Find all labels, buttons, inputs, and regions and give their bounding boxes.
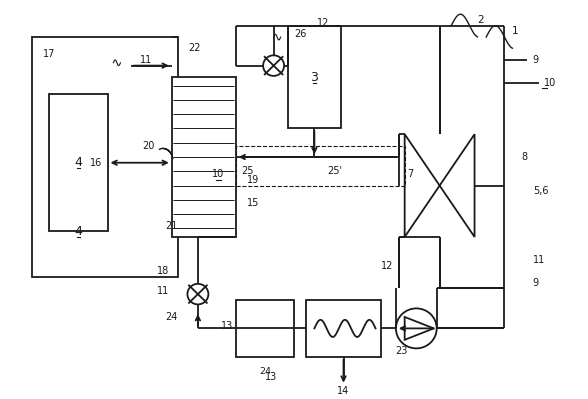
Bar <box>32 37 178 277</box>
Text: 10: 10 <box>544 78 557 88</box>
Text: 16: 16 <box>90 158 102 168</box>
Text: 9: 9 <box>533 278 539 288</box>
Text: 26: 26 <box>294 29 306 39</box>
Text: 18: 18 <box>157 266 169 276</box>
Text: 10: 10 <box>212 169 225 179</box>
Text: 25: 25 <box>241 166 253 176</box>
Text: 23: 23 <box>396 346 408 356</box>
Text: 3: 3 <box>310 71 318 83</box>
Text: 17: 17 <box>43 49 55 59</box>
Text: 11: 11 <box>533 255 545 265</box>
Text: 1: 1 <box>512 26 519 36</box>
Text: 20: 20 <box>142 140 155 150</box>
Text: 25': 25' <box>328 166 342 176</box>
Text: 11: 11 <box>157 286 169 296</box>
Bar <box>49 94 108 231</box>
Bar <box>306 300 382 357</box>
Text: 7: 7 <box>407 169 413 179</box>
Text: 12: 12 <box>317 18 329 28</box>
Text: 13: 13 <box>221 320 233 330</box>
Text: 24: 24 <box>259 367 271 376</box>
Text: 4: 4 <box>75 156 82 169</box>
Bar <box>236 146 405 186</box>
Text: 13: 13 <box>265 372 277 382</box>
Text: 22: 22 <box>189 43 201 53</box>
Text: 21: 21 <box>165 221 178 231</box>
Text: 4: 4 <box>75 225 82 238</box>
Text: 5,6: 5,6 <box>533 186 548 196</box>
Bar <box>172 77 236 237</box>
Text: 2: 2 <box>477 15 484 25</box>
Text: 19: 19 <box>247 175 259 185</box>
Text: 15: 15 <box>247 198 259 208</box>
Bar <box>236 300 294 357</box>
Text: 24: 24 <box>165 312 178 322</box>
Text: 8: 8 <box>521 152 527 162</box>
Text: 11: 11 <box>140 55 152 65</box>
Text: 12: 12 <box>381 261 393 271</box>
Text: 14: 14 <box>338 386 350 396</box>
Text: 9: 9 <box>533 55 539 65</box>
Bar <box>288 26 340 128</box>
